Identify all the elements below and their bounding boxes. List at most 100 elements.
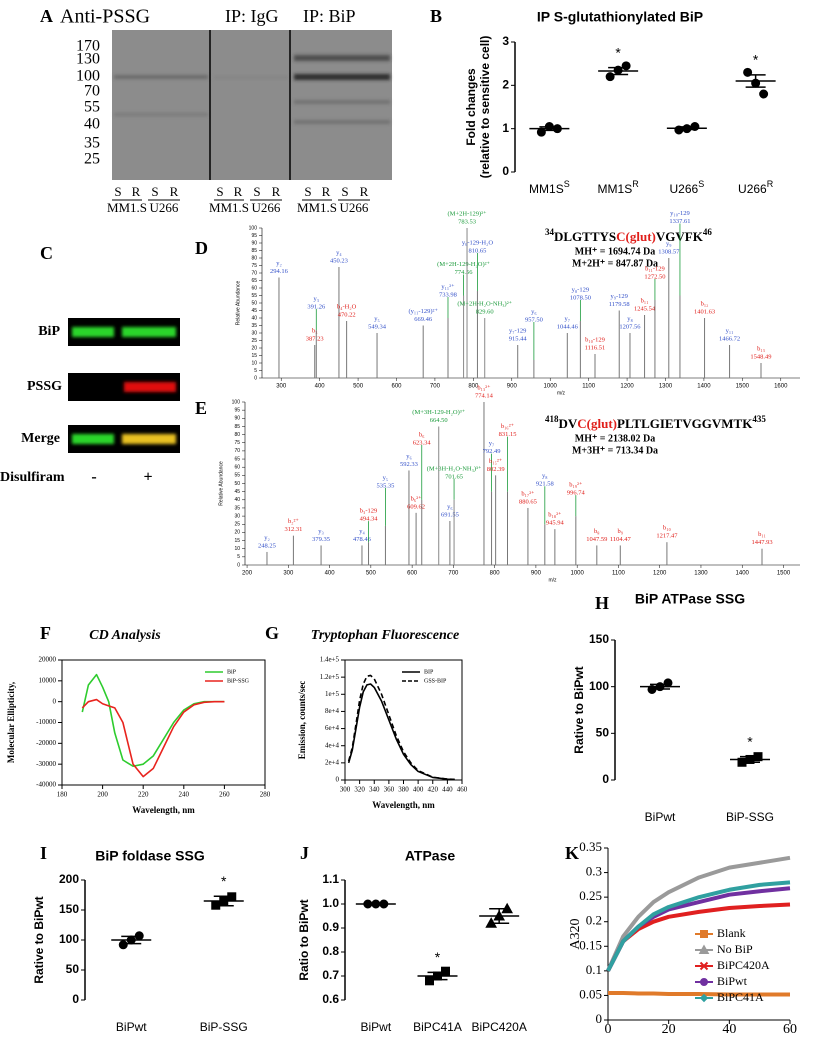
peak-mz: 1272.50: [644, 273, 665, 280]
data-point: [118, 940, 128, 950]
peak-mz: 1217.47: [656, 533, 678, 540]
peak-mz: 1044.46: [557, 323, 579, 330]
significance-mark: *: [221, 873, 227, 889]
y-tick-label: 85: [251, 248, 257, 254]
x-tick-label: BiPwt: [116, 1020, 147, 1034]
blot-row-label: Merge: [21, 431, 60, 446]
peak-label: b₉: [618, 528, 624, 535]
x-tick-label: BiPC41A: [413, 1020, 462, 1034]
y-tick-label: 80: [234, 432, 240, 438]
mass-value: M+3H⁺ = 713.34 Da: [572, 445, 658, 456]
peak-label: b₁₇²⁺: [521, 490, 535, 497]
y-tick-label: -30000: [36, 760, 56, 768]
y-tick-label: 50: [251, 300, 257, 306]
x-tick-label: 700: [448, 571, 459, 577]
panel-label: A: [40, 6, 53, 26]
series-line: [81, 698, 225, 778]
x-tick-label: 0: [605, 1022, 612, 1037]
peak-label: y₉: [666, 240, 672, 247]
peak-mz: 623.34: [413, 439, 432, 446]
series-line: [606, 855, 791, 972]
y-tick-label: 0.05: [579, 986, 602, 1001]
peak-mz: 802.39: [487, 466, 505, 473]
peak-label: b₁₆²⁺: [501, 423, 515, 430]
significance-mark: *: [435, 949, 441, 965]
peak-label: y₆: [447, 503, 453, 510]
series-line: [347, 683, 455, 781]
treatment-label: Disulfiram: [0, 470, 65, 485]
peak-mz: 450.23: [330, 257, 348, 264]
peak-mz: 1116.51: [585, 344, 606, 351]
x-tick-label: 1400: [736, 571, 750, 577]
x-tick-label: 260: [219, 791, 230, 799]
legend-label: BiPC41A: [717, 990, 764, 1004]
series-line: [81, 673, 225, 768]
peak-mz: 592.33: [400, 461, 418, 468]
x-tick-label: 460: [457, 786, 468, 794]
peak-label: (M+2H-129-H₂O)²⁺: [437, 261, 490, 268]
lane-label: S: [216, 184, 223, 199]
panel-label: B: [430, 6, 442, 26]
peak-label: b₁₁: [641, 297, 649, 304]
blot-group: IP: IgG: [225, 6, 279, 26]
lane-label: R: [272, 184, 281, 199]
x-tick-label: U266S: [670, 179, 705, 196]
blot-bands: [114, 55, 390, 124]
x-tick-label: 1300: [659, 384, 673, 390]
lane-label: R: [234, 184, 243, 199]
x-axis-label: m/z: [548, 577, 557, 583]
peak-label: y₅: [383, 474, 389, 481]
chart-title: BiP ATPase SSG: [635, 591, 745, 607]
x-tick-label: 500: [353, 384, 364, 390]
panel-label: D: [195, 238, 208, 258]
lane-label: R: [170, 184, 179, 199]
data-point: [663, 678, 673, 688]
legend-label: BiPC420A: [717, 958, 770, 972]
peak-mz: 1245.54: [634, 305, 656, 312]
panel-label: K: [565, 843, 579, 863]
data-point: [621, 61, 631, 71]
y-tick-label: 0: [602, 772, 609, 786]
y-tick-label: 2: [502, 78, 509, 92]
peak-label: b₁₃²⁺: [477, 384, 491, 391]
lane-label: S: [151, 184, 158, 199]
panel-label: J: [300, 843, 309, 863]
y-tick-label: 0.1: [586, 962, 602, 977]
peak-mz: 774.14: [475, 392, 494, 399]
peak-label: b₁₁-129: [645, 265, 665, 272]
peak-label: y₈-129: [572, 286, 589, 293]
peak-label: b₁₀: [663, 525, 671, 532]
x-tick-label: 440: [442, 786, 453, 794]
legend-marker: [699, 961, 709, 971]
peak-label: b₁₀-129: [585, 336, 605, 343]
sequence-end: 46: [703, 227, 713, 237]
y-tick-label: 95: [251, 233, 257, 239]
peak-mz: 880.65: [519, 498, 537, 505]
sequence-start: 34: [545, 227, 555, 237]
y-tick-label: 100: [232, 399, 241, 405]
peak-label: b₁₁: [758, 531, 766, 538]
peak-label: (M+3H-H₂O-NH₃)³⁺: [427, 465, 482, 472]
peak-label: y₇: [565, 315, 571, 322]
y-tick-label: 0: [254, 375, 257, 381]
fluorescent-bands: [72, 327, 176, 444]
panel-label: E: [195, 398, 207, 418]
mw-marker: 40: [84, 116, 100, 133]
peak-label: y₆: [406, 453, 412, 460]
x-tick-label: BiPwt: [645, 810, 676, 824]
x-tick-label: 1100: [612, 571, 626, 577]
peak-mz: 1548.49: [750, 353, 771, 360]
peak-mz: 1078.50: [570, 294, 591, 301]
y-tick-label: -20000: [36, 739, 56, 747]
y-axis-label: Ratio to BiPwt: [297, 899, 311, 980]
peak-mz: 294.16: [270, 268, 289, 275]
peak-mz: 921.58: [536, 481, 554, 488]
sequence: DV: [559, 416, 578, 431]
y-tick-label: 100: [59, 932, 79, 946]
x-tick-label: 1000: [570, 571, 584, 577]
y-tick-label: 0: [336, 776, 340, 784]
peak-mz: 957.50: [525, 316, 543, 323]
peak-label: b₈: [594, 528, 600, 535]
peak-label: y₅: [374, 315, 380, 322]
